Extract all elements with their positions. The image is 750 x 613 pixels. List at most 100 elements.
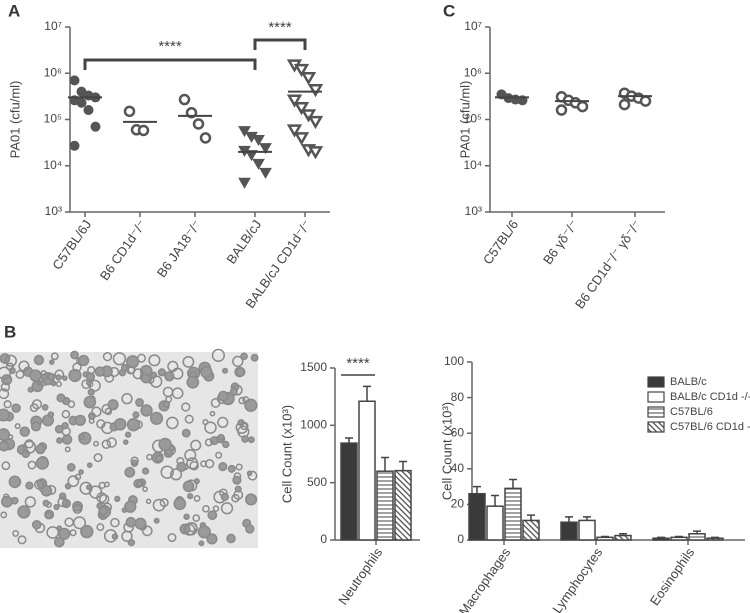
- micrograph-cell: [186, 375, 200, 389]
- micrograph-cell: [54, 424, 64, 434]
- micrograph-cell: [61, 409, 71, 419]
- bar: [340, 442, 358, 541]
- micrograph-cell: [80, 524, 94, 539]
- micrograph-cell: [53, 503, 60, 511]
- micrograph-cell: [181, 428, 191, 438]
- data-point: [90, 121, 101, 132]
- micrograph-cell: [217, 433, 225, 441]
- data-point: [555, 104, 568, 116]
- legend-swatch: [647, 421, 665, 433]
- micrograph-cell: [220, 492, 229, 502]
- micrograph-cell: [79, 481, 93, 495]
- micrograph-cell: [113, 417, 127, 431]
- micrograph-cell: [110, 517, 120, 528]
- data-point: [259, 167, 272, 179]
- micrograph-cell: [204, 438, 213, 447]
- micrograph-cell: [62, 375, 68, 381]
- micrograph-cell: [25, 481, 34, 490]
- micrograph-cell: [0, 366, 11, 380]
- micrograph-cell: [74, 414, 86, 427]
- data-point: [300, 71, 317, 86]
- y-axis-label: Cell Count (x10³): [439, 402, 454, 500]
- panel-label: B: [4, 322, 16, 341]
- micrograph-cell: [83, 395, 97, 409]
- micrograph-cell: [44, 511, 53, 520]
- data-point: [238, 177, 251, 189]
- data-point: [286, 94, 303, 108]
- error-bar: [363, 385, 371, 402]
- micrograph-cell: [240, 421, 249, 431]
- y-axis-label: Cell Count (x10³): [279, 405, 294, 503]
- bar: [394, 469, 412, 541]
- micrograph-cells: [0, 348, 259, 548]
- micrograph-cell: [159, 497, 169, 508]
- micrograph-cell: [206, 533, 218, 545]
- micrograph-cell: [19, 426, 31, 437]
- micrograph-cell: [198, 540, 205, 547]
- micrograph-cell: [72, 500, 83, 512]
- micrograph-cell: [120, 363, 129, 372]
- micrograph-cell: [204, 421, 217, 434]
- micrograph-cell: [0, 428, 11, 442]
- data-point: [252, 158, 265, 170]
- micrograph-cell: [162, 386, 174, 398]
- micrograph-cell: [93, 440, 99, 447]
- x-tick-label: B6 CD1d⁻/⁻: [97, 217, 149, 283]
- micrograph-cell: [121, 507, 128, 513]
- micrograph-cell: [40, 373, 48, 381]
- micrograph-cell: [204, 459, 215, 469]
- legend-swatch: [647, 391, 665, 403]
- micrograph-cell: [33, 354, 45, 366]
- micrograph-cell: [15, 369, 25, 379]
- data-point: [300, 109, 317, 123]
- legend-swatch: [647, 406, 665, 418]
- legend-label: BALB/c CD1d -/-: [670, 391, 750, 403]
- bar: [560, 521, 578, 541]
- micrograph-cell: [222, 440, 230, 449]
- micrograph-cell: [231, 493, 240, 503]
- data-point: [252, 135, 265, 147]
- significance-label: ****: [268, 19, 292, 36]
- data-point: [293, 132, 310, 146]
- micrograph-cell: [193, 478, 200, 485]
- x-tick-label: Eosinophils: [647, 545, 698, 608]
- micrograph-cell: [148, 354, 161, 367]
- micrograph-cell: [142, 486, 148, 492]
- micrograph-cell: [0, 408, 11, 422]
- micrograph-cell: [209, 410, 216, 417]
- legend-swatch: [647, 376, 665, 388]
- micrograph-cell: [103, 529, 118, 543]
- data-point: [69, 140, 80, 151]
- y-tick-label: 100: [444, 354, 464, 368]
- micrograph-cell: [160, 465, 174, 479]
- significance-label: ****: [158, 38, 182, 55]
- micrograph-cell: [240, 352, 248, 361]
- y-tick-label: 10⁷: [464, 19, 482, 33]
- micrograph-cell: [64, 517, 74, 528]
- micrograph-cell: [127, 539, 136, 547]
- micrograph-cell: [61, 421, 69, 430]
- micrograph-cell: [29, 403, 39, 413]
- micrograph-cell: [126, 355, 140, 369]
- bar: [706, 537, 724, 541]
- data-point: [639, 95, 652, 107]
- bar: [578, 519, 596, 541]
- data-point: [286, 124, 303, 138]
- micrograph-cell: [96, 419, 106, 429]
- micrograph-cell: [50, 352, 59, 361]
- micrograph-cell: [1, 495, 13, 508]
- micrograph-cell: [136, 353, 146, 363]
- micrograph-cell: [166, 416, 179, 430]
- data-point: [576, 100, 589, 113]
- micrograph-cell: [72, 362, 82, 372]
- micrograph-cell: [55, 374, 62, 381]
- y-tick-label: 1000: [300, 418, 327, 432]
- y-tick-label: 10⁵: [44, 112, 62, 126]
- error-bar: [473, 485, 481, 494]
- micrograph-cell: [238, 396, 246, 405]
- micrograph-cell: [133, 478, 143, 489]
- micrograph-cell: [145, 498, 152, 505]
- micrograph-cell: [140, 404, 153, 417]
- micrograph-cell: [67, 400, 76, 409]
